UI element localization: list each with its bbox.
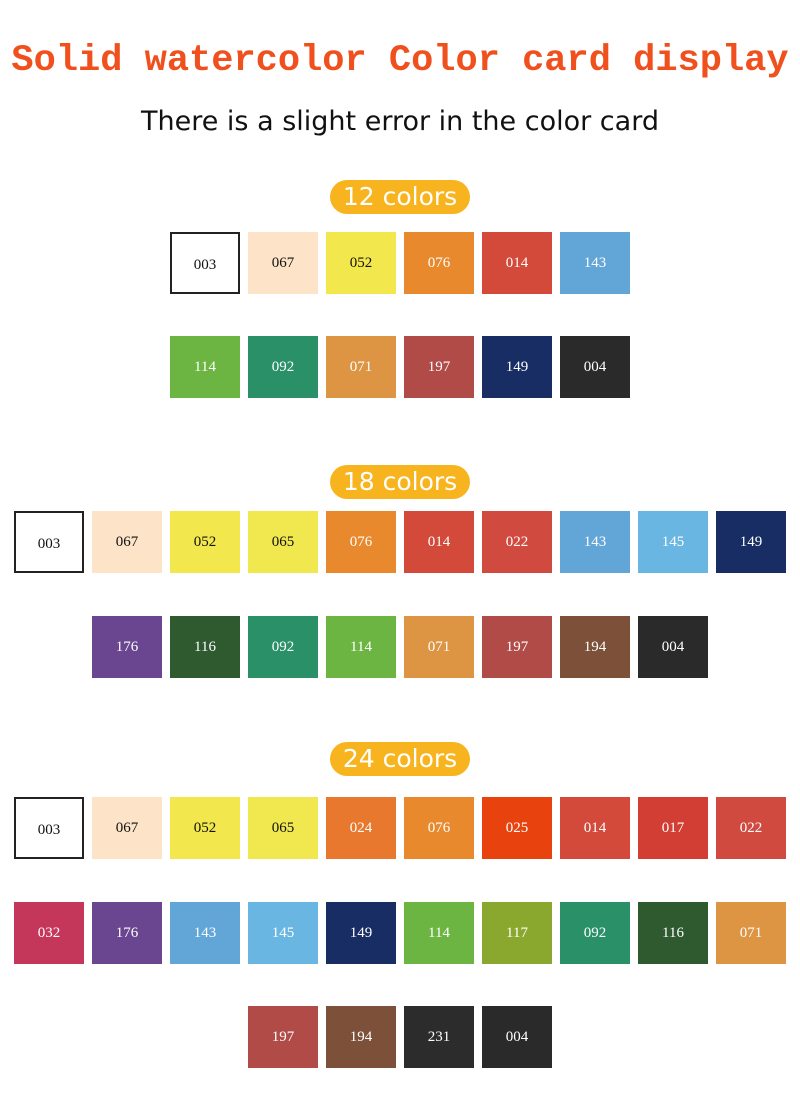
color-swatch: 145	[248, 902, 318, 964]
color-swatch: 032	[14, 902, 84, 964]
color-swatch: 197	[404, 336, 474, 398]
color-swatch: 022	[482, 511, 552, 573]
color-swatch: 143	[560, 232, 630, 294]
color-swatch: 003	[14, 511, 84, 573]
color-swatch: 067	[92, 511, 162, 573]
color-swatch: 071	[716, 902, 786, 964]
section-label: 12 colors	[330, 180, 470, 214]
color-swatch: 024	[326, 797, 396, 859]
color-swatch: 116	[638, 902, 708, 964]
color-swatch: 114	[326, 616, 396, 678]
color-swatch: 014	[482, 232, 552, 294]
color-swatch: 114	[404, 902, 474, 964]
color-swatch: 065	[248, 511, 318, 573]
color-swatch: 052	[170, 797, 240, 859]
color-swatch: 076	[326, 511, 396, 573]
color-swatch: 194	[326, 1006, 396, 1068]
color-swatch: 014	[560, 797, 630, 859]
color-swatch: 004	[482, 1006, 552, 1068]
color-swatch: 145	[638, 511, 708, 573]
color-swatch: 003	[170, 232, 240, 294]
color-swatch: 052	[170, 511, 240, 573]
color-swatch: 197	[482, 616, 552, 678]
color-swatch: 017	[638, 797, 708, 859]
color-swatch: 052	[326, 232, 396, 294]
color-swatch: 025	[482, 797, 552, 859]
color-swatch: 003	[14, 797, 84, 859]
color-swatch: 067	[92, 797, 162, 859]
color-swatch: 092	[248, 336, 318, 398]
color-swatch: 149	[716, 511, 786, 573]
color-swatch: 176	[92, 902, 162, 964]
color-swatch: 149	[326, 902, 396, 964]
color-swatch: 065	[248, 797, 318, 859]
color-swatch: 004	[638, 616, 708, 678]
color-swatch: 117	[482, 902, 552, 964]
color-swatch: 116	[170, 616, 240, 678]
color-swatch: 071	[404, 616, 474, 678]
color-swatch: 022	[716, 797, 786, 859]
color-swatch: 149	[482, 336, 552, 398]
color-swatch: 143	[170, 902, 240, 964]
color-swatch: 143	[560, 511, 630, 573]
color-swatch: 114	[170, 336, 240, 398]
color-swatch: 194	[560, 616, 630, 678]
color-swatch: 231	[404, 1006, 474, 1068]
color-swatch: 176	[92, 616, 162, 678]
color-swatch: 004	[560, 336, 630, 398]
color-swatch: 071	[326, 336, 396, 398]
section-label: 24 colors	[330, 742, 470, 776]
color-swatch: 067	[248, 232, 318, 294]
color-swatch: 092	[560, 902, 630, 964]
color-swatch: 076	[404, 232, 474, 294]
color-swatch: 197	[248, 1006, 318, 1068]
section-label: 18 colors	[330, 465, 470, 499]
color-swatch: 014	[404, 511, 474, 573]
color-swatch: 076	[404, 797, 474, 859]
subtitle: There is a slight error in the color car…	[141, 106, 659, 137]
title: Solid watercolor Color card display	[11, 40, 789, 82]
color-swatch: 092	[248, 616, 318, 678]
